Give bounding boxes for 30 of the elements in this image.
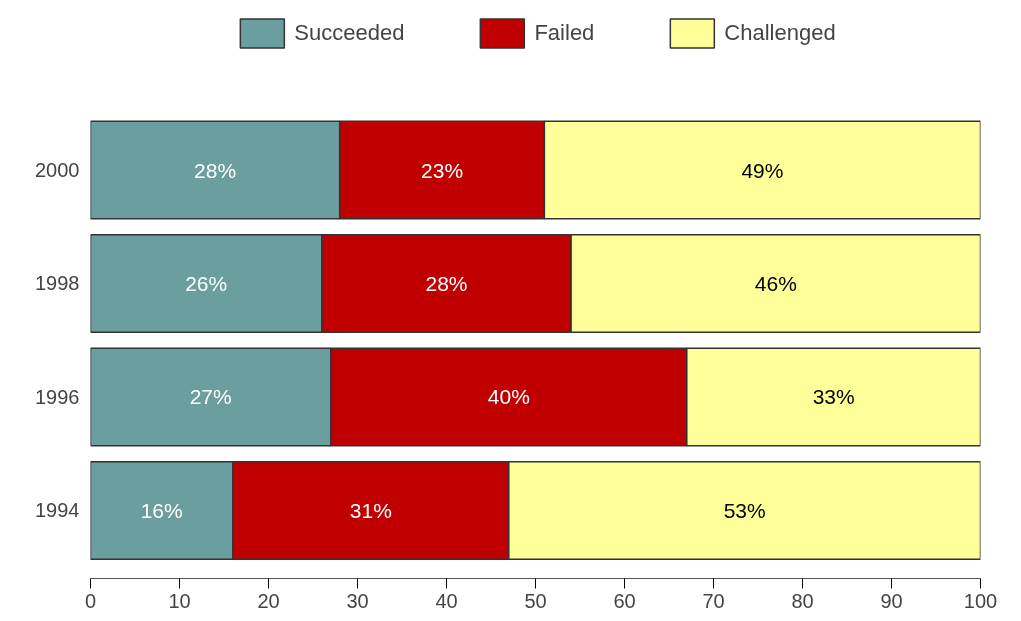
x-tick-label: 50 xyxy=(524,589,547,612)
data-label: 33% xyxy=(812,385,855,409)
x-tick-label: 0 xyxy=(84,589,97,612)
legend-label: Succeeded xyxy=(294,20,405,46)
y-tick-label: 1996 xyxy=(35,385,80,408)
x-tick-label: 20 xyxy=(257,589,280,612)
x-tick-label: 100 xyxy=(963,589,998,612)
y-tick-label: 1998 xyxy=(35,272,80,295)
data-label: 40% xyxy=(487,385,530,409)
y-tick-label: 2000 xyxy=(35,159,80,182)
x-tick-label: 70 xyxy=(702,589,725,612)
legend-label: Challenged xyxy=(724,20,836,46)
x-tick-label: 30 xyxy=(346,589,369,612)
y-tick-label: 1994 xyxy=(35,499,80,522)
data-label: 26% xyxy=(185,271,228,295)
x-tick-label: 40 xyxy=(435,589,458,612)
x-tick-label: 80 xyxy=(791,589,814,612)
data-label: 31% xyxy=(349,498,392,522)
data-label: 16% xyxy=(140,498,183,522)
data-label: 46% xyxy=(754,271,797,295)
data-label: 27% xyxy=(189,385,232,409)
data-label: 28% xyxy=(194,158,237,182)
data-label: 49% xyxy=(741,158,784,182)
data-label: 28% xyxy=(425,271,468,295)
x-tick-label: 10 xyxy=(168,589,191,612)
legend-label: Failed xyxy=(534,20,595,46)
x-tick-label: 90 xyxy=(880,589,903,612)
data-label: 53% xyxy=(723,498,766,522)
x-tick-label: 60 xyxy=(613,589,636,612)
data-label: 23% xyxy=(421,158,464,182)
